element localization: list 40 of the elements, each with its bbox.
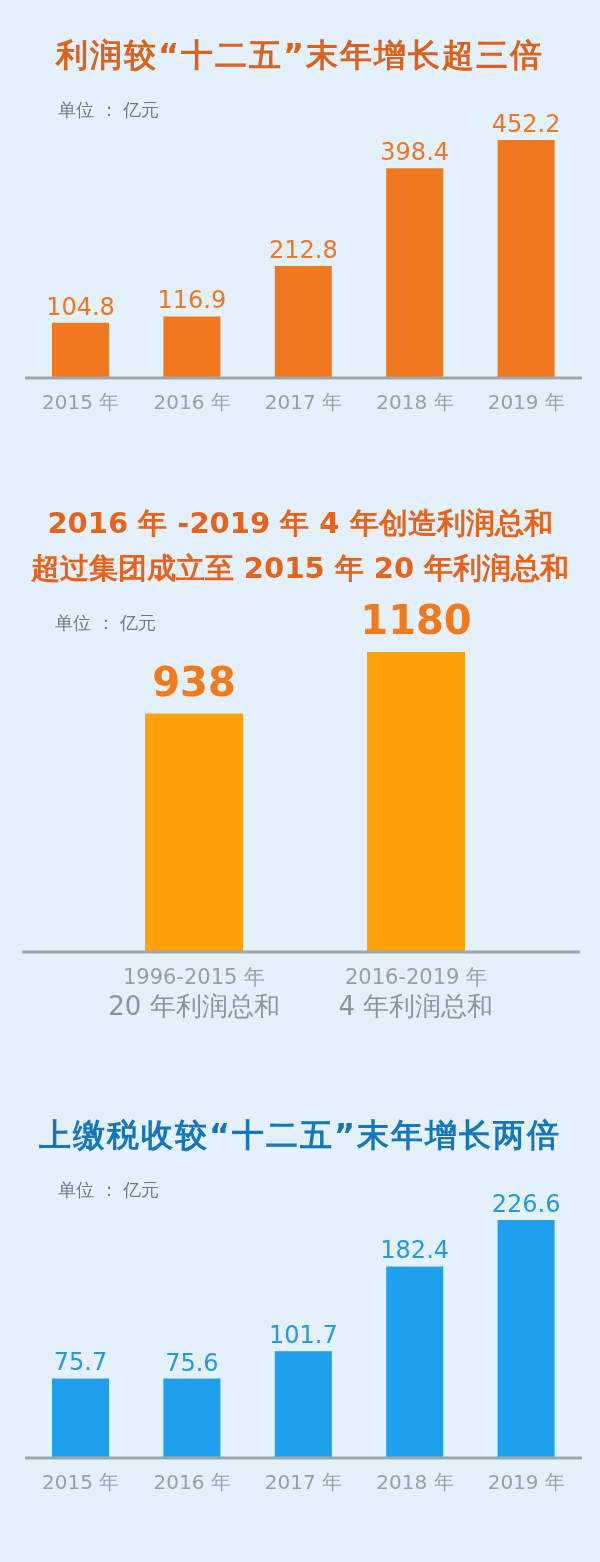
bar — [274, 1351, 332, 1458]
x-tick-label: 1996-2015 年 20 年利润总和 — [108, 965, 280, 1021]
data-label: 212.8 — [268, 236, 338, 264]
bar — [274, 266, 332, 378]
x-tick-label: 2018 年 — [376, 1470, 454, 1494]
data-label: 75.6 — [165, 1348, 219, 1377]
data-label: 101.7 — [268, 1321, 338, 1350]
bar — [497, 1220, 555, 1458]
bar — [386, 168, 444, 378]
text: 单位 ： 亿元 — [58, 99, 160, 121]
bar — [163, 316, 221, 378]
text: 单位 ： 亿元 — [58, 1179, 160, 1201]
x-tick-label: 2017 年 — [264, 390, 343, 414]
data-label: 116.9 — [157, 286, 227, 315]
chart-title: 2016 年 -2019 年 4 年创造利润总和超过集团成立至 2015 年 20 年利润总和 — [29, 505, 571, 587]
data-label: 1180 — [360, 597, 472, 643]
data-label: 75.7 — [53, 1348, 108, 1377]
x-tick-label: 2015 年 — [42, 1470, 120, 1494]
bar — [386, 1266, 444, 1458]
bar — [497, 140, 555, 378]
bar — [52, 1378, 109, 1458]
chart-title: 利润较“十二五”末年增长超三倍 — [54, 35, 546, 75]
data-label: 452.2 — [491, 110, 561, 138]
text: 单位 ： 亿元 — [55, 612, 157, 634]
bar — [163, 1378, 221, 1458]
data-label: 398.4 — [380, 138, 450, 167]
data-label: 182.4 — [380, 1236, 450, 1265]
bar — [52, 322, 109, 378]
data-label: 226.6 — [491, 1190, 561, 1218]
chart-title: 上缴税收较“十二五”末年增长两倍 — [37, 1115, 563, 1155]
x-tick-label: 2018 年 — [376, 390, 454, 414]
x-tick-label: 2019 年 — [487, 1470, 565, 1494]
x-tick-label: 2016 年 — [153, 1470, 231, 1494]
data-label: 938 — [152, 658, 236, 705]
x-tick-label: 2019 年 — [487, 390, 565, 414]
x-tick-label: 2016-2019 年 4 年利润总和 — [338, 965, 494, 1021]
data-label: 104.8 — [46, 292, 115, 321]
x-tick-label: 2015 年 — [42, 390, 120, 414]
x-tick-label: 2017 年 — [264, 1470, 343, 1494]
x-tick-label: 2016 年 — [153, 390, 231, 414]
